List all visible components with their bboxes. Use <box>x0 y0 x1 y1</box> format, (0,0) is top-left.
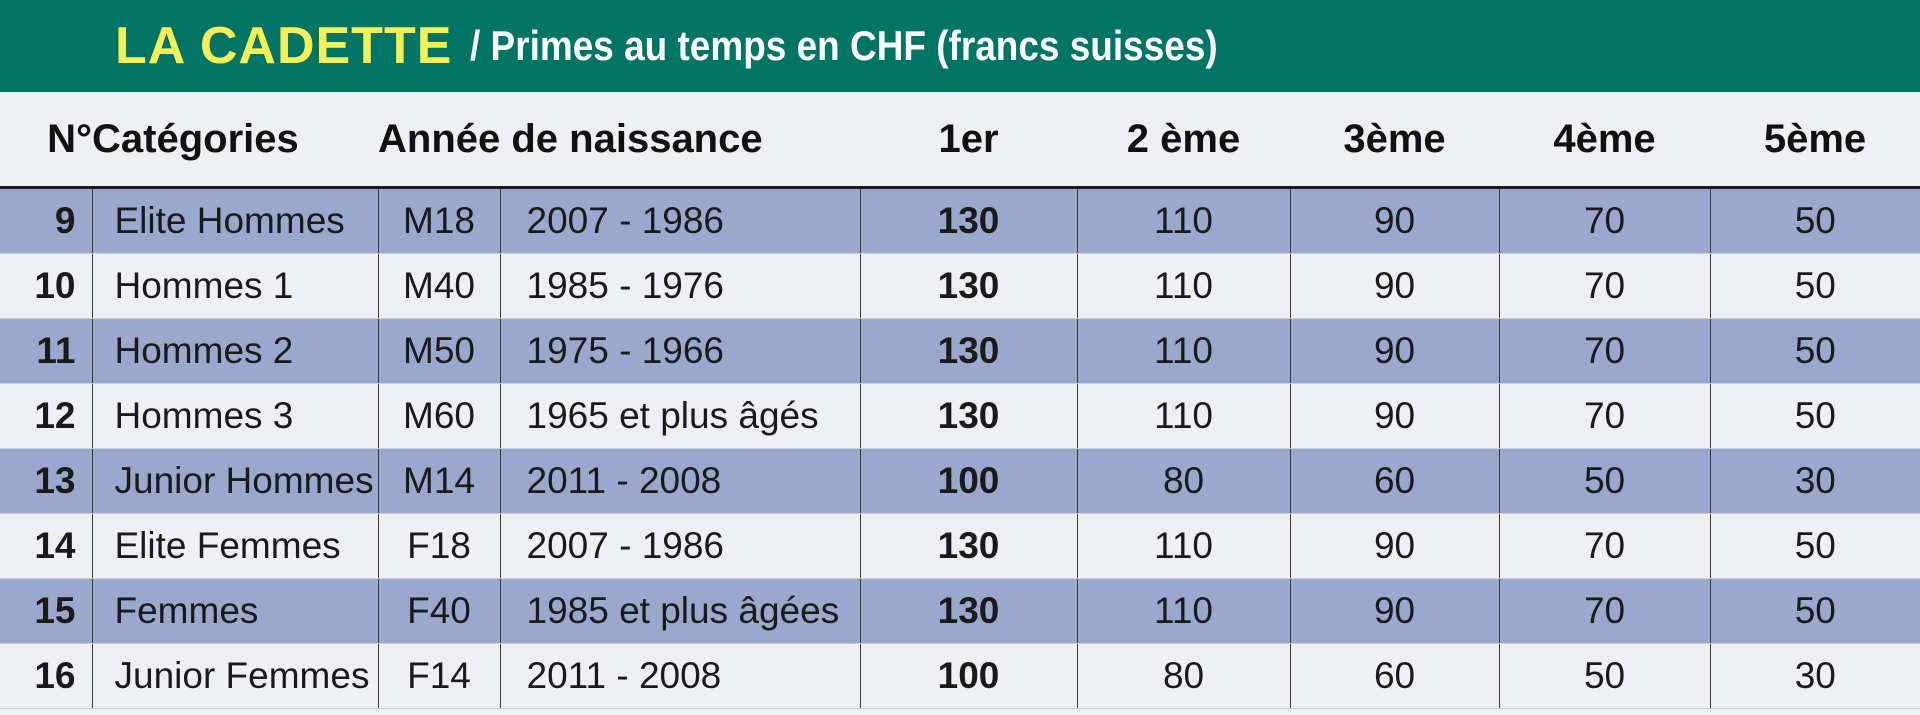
row-category-code: M50 <box>377 318 500 384</box>
row-prize-2nd: 80 <box>1076 448 1291 514</box>
row-prize-2nd: 110 <box>1076 187 1291 254</box>
row-prize-2nd: 110 <box>1076 253 1291 319</box>
row-prize-1st: 100 <box>859 643 1078 709</box>
row-category-code: M60 <box>377 383 500 449</box>
header-birth-year: Année de naissance <box>378 92 861 189</box>
row-category-code: F40 <box>377 578 500 644</box>
row-category: Hommes 3 <box>91 383 378 449</box>
row-birth-years: 1985 - 1976 <box>499 253 861 319</box>
row-number: 12 <box>0 383 92 449</box>
row-category: Femmes <box>91 578 378 644</box>
row-category: Elite Hommes <box>91 187 378 254</box>
row-prize-3rd: 90 <box>1289 253 1500 319</box>
row-category: Elite Femmes <box>91 513 378 579</box>
row-number: 13 <box>0 448 92 514</box>
table-row: 9 Elite Hommes M18 2007 - 1986 130 110 90 70 50 <box>0 187 1920 254</box>
row-prize-3rd: 90 <box>1289 383 1500 449</box>
row-prize-2nd: 80 <box>1076 643 1291 709</box>
table-row: 16 Junior Femmes F14 2011 - 2008 100 80 60 50 30 <box>0 643 1920 709</box>
header-num: N° <box>0 92 92 189</box>
row-number: 15 <box>0 578 92 644</box>
row-prize-2nd: 110 <box>1076 318 1291 384</box>
row-prize-4th: 70 <box>1498 383 1711 449</box>
row-birth-years: 2007 - 1986 <box>499 187 861 254</box>
row-prize-5th: 50 <box>1709 383 1920 449</box>
row-prize-2nd: 110 <box>1076 383 1291 449</box>
row-category: Junior Femmes <box>91 643 378 709</box>
row-prize-1st: 130 <box>859 187 1078 254</box>
row-number: 14 <box>0 513 92 579</box>
title-bar: LA CADETTE / Primes au temps en CHF (fra… <box>0 0 1920 92</box>
row-prize-4th: 50 <box>1498 448 1711 514</box>
header-2nd: 2 ème <box>1077 92 1291 189</box>
row-birth-years: 1985 et plus âgées <box>499 578 861 644</box>
row-prize-1st: 100 <box>859 448 1078 514</box>
row-prize-4th: 70 <box>1498 318 1711 384</box>
row-prize-1st: 130 <box>859 383 1078 449</box>
row-prize-3rd: 60 <box>1289 643 1500 709</box>
row-number: 16 <box>0 643 92 709</box>
row-category: Hommes 2 <box>91 318 378 384</box>
row-prize-5th: 50 <box>1709 318 1920 384</box>
row-prize-4th: 70 <box>1498 513 1711 579</box>
row-category-code: F18 <box>377 513 500 579</box>
row-category-code: F14 <box>377 643 500 709</box>
row-category: Hommes 1 <box>91 253 378 319</box>
title-subtitle: / Primes au temps en CHF (francs suisses… <box>470 22 1219 69</box>
table-row: 11 Hommes 2 M50 1975 - 1966 130 110 90 70 50 <box>0 318 1920 384</box>
table-row: 14 Elite Femmes F18 2007 - 1986 130 110 90 70 50 <box>0 513 1920 579</box>
row-category-code: M18 <box>377 187 500 254</box>
row-prize-4th: 70 <box>1498 578 1711 644</box>
row-prize-3rd: 90 <box>1289 187 1500 254</box>
table-row: 13 Junior Hommes M14 2011 - 2008 100 80 60 50 30 <box>0 448 1920 514</box>
row-number: 11 <box>0 318 92 384</box>
row-prize-4th: 50 <box>1498 643 1711 709</box>
row-prize-5th: 30 <box>1709 643 1920 709</box>
row-prize-5th: 30 <box>1709 448 1920 514</box>
prize-table: N° Catégories Année de naissance 1er 2 è… <box>0 92 1920 709</box>
row-birth-years: 1965 et plus âgés <box>499 383 861 449</box>
row-prize-2nd: 110 <box>1076 513 1291 579</box>
row-birth-years: 2007 - 1986 <box>499 513 861 579</box>
table-row: 15 Femmes F40 1985 et plus âgées 130 110 90 70 5… <box>0 578 1920 644</box>
row-prize-4th: 70 <box>1498 253 1711 319</box>
row-number: 10 <box>0 253 92 319</box>
row-number: 9 <box>0 187 92 254</box>
row-prize-1st: 130 <box>859 253 1078 319</box>
title-main: LA CADETTE <box>115 17 453 75</box>
row-prize-1st: 130 <box>859 513 1078 579</box>
row-prize-2nd: 110 <box>1076 578 1291 644</box>
header-category: Catégories <box>92 92 378 189</box>
row-birth-years: 2011 - 2008 <box>499 448 861 514</box>
header-3rd: 3ème <box>1290 92 1500 189</box>
row-birth-years: 1975 - 1966 <box>499 318 861 384</box>
row-prize-3rd: 60 <box>1289 448 1500 514</box>
row-prize-3rd: 90 <box>1289 513 1500 579</box>
header-1st: 1er <box>860 92 1078 189</box>
table-row: 12 Hommes 3 M60 1965 et plus âgés 130 110 90 70… <box>0 383 1920 449</box>
row-prize-5th: 50 <box>1709 253 1920 319</box>
row-prize-5th: 50 <box>1709 578 1920 644</box>
row-prize-4th: 70 <box>1498 187 1711 254</box>
row-category-code: M40 <box>377 253 500 319</box>
row-prize-5th: 50 <box>1709 187 1920 254</box>
row-category-code: M14 <box>377 448 500 514</box>
header-4th: 4ème <box>1499 92 1711 189</box>
table-header-row: N° Catégories Année de naissance 1er 2 è… <box>0 92 1920 189</box>
row-prize-5th: 50 <box>1709 513 1920 579</box>
row-prize-1st: 130 <box>859 318 1078 384</box>
header-5th: 5ème <box>1710 92 1920 189</box>
row-prize-3rd: 90 <box>1289 318 1500 384</box>
table-row: 10 Hommes 1 M40 1985 - 1976 130 110 90 70 50 <box>0 253 1920 319</box>
row-prize-3rd: 90 <box>1289 578 1500 644</box>
row-category: Junior Hommes <box>91 448 378 514</box>
row-prize-1st: 130 <box>859 578 1078 644</box>
row-birth-years: 2011 - 2008 <box>499 643 861 709</box>
table-body: 9 Elite Hommes M18 2007 - 1986 130 110 90 70 50 1… <box>0 187 1920 709</box>
